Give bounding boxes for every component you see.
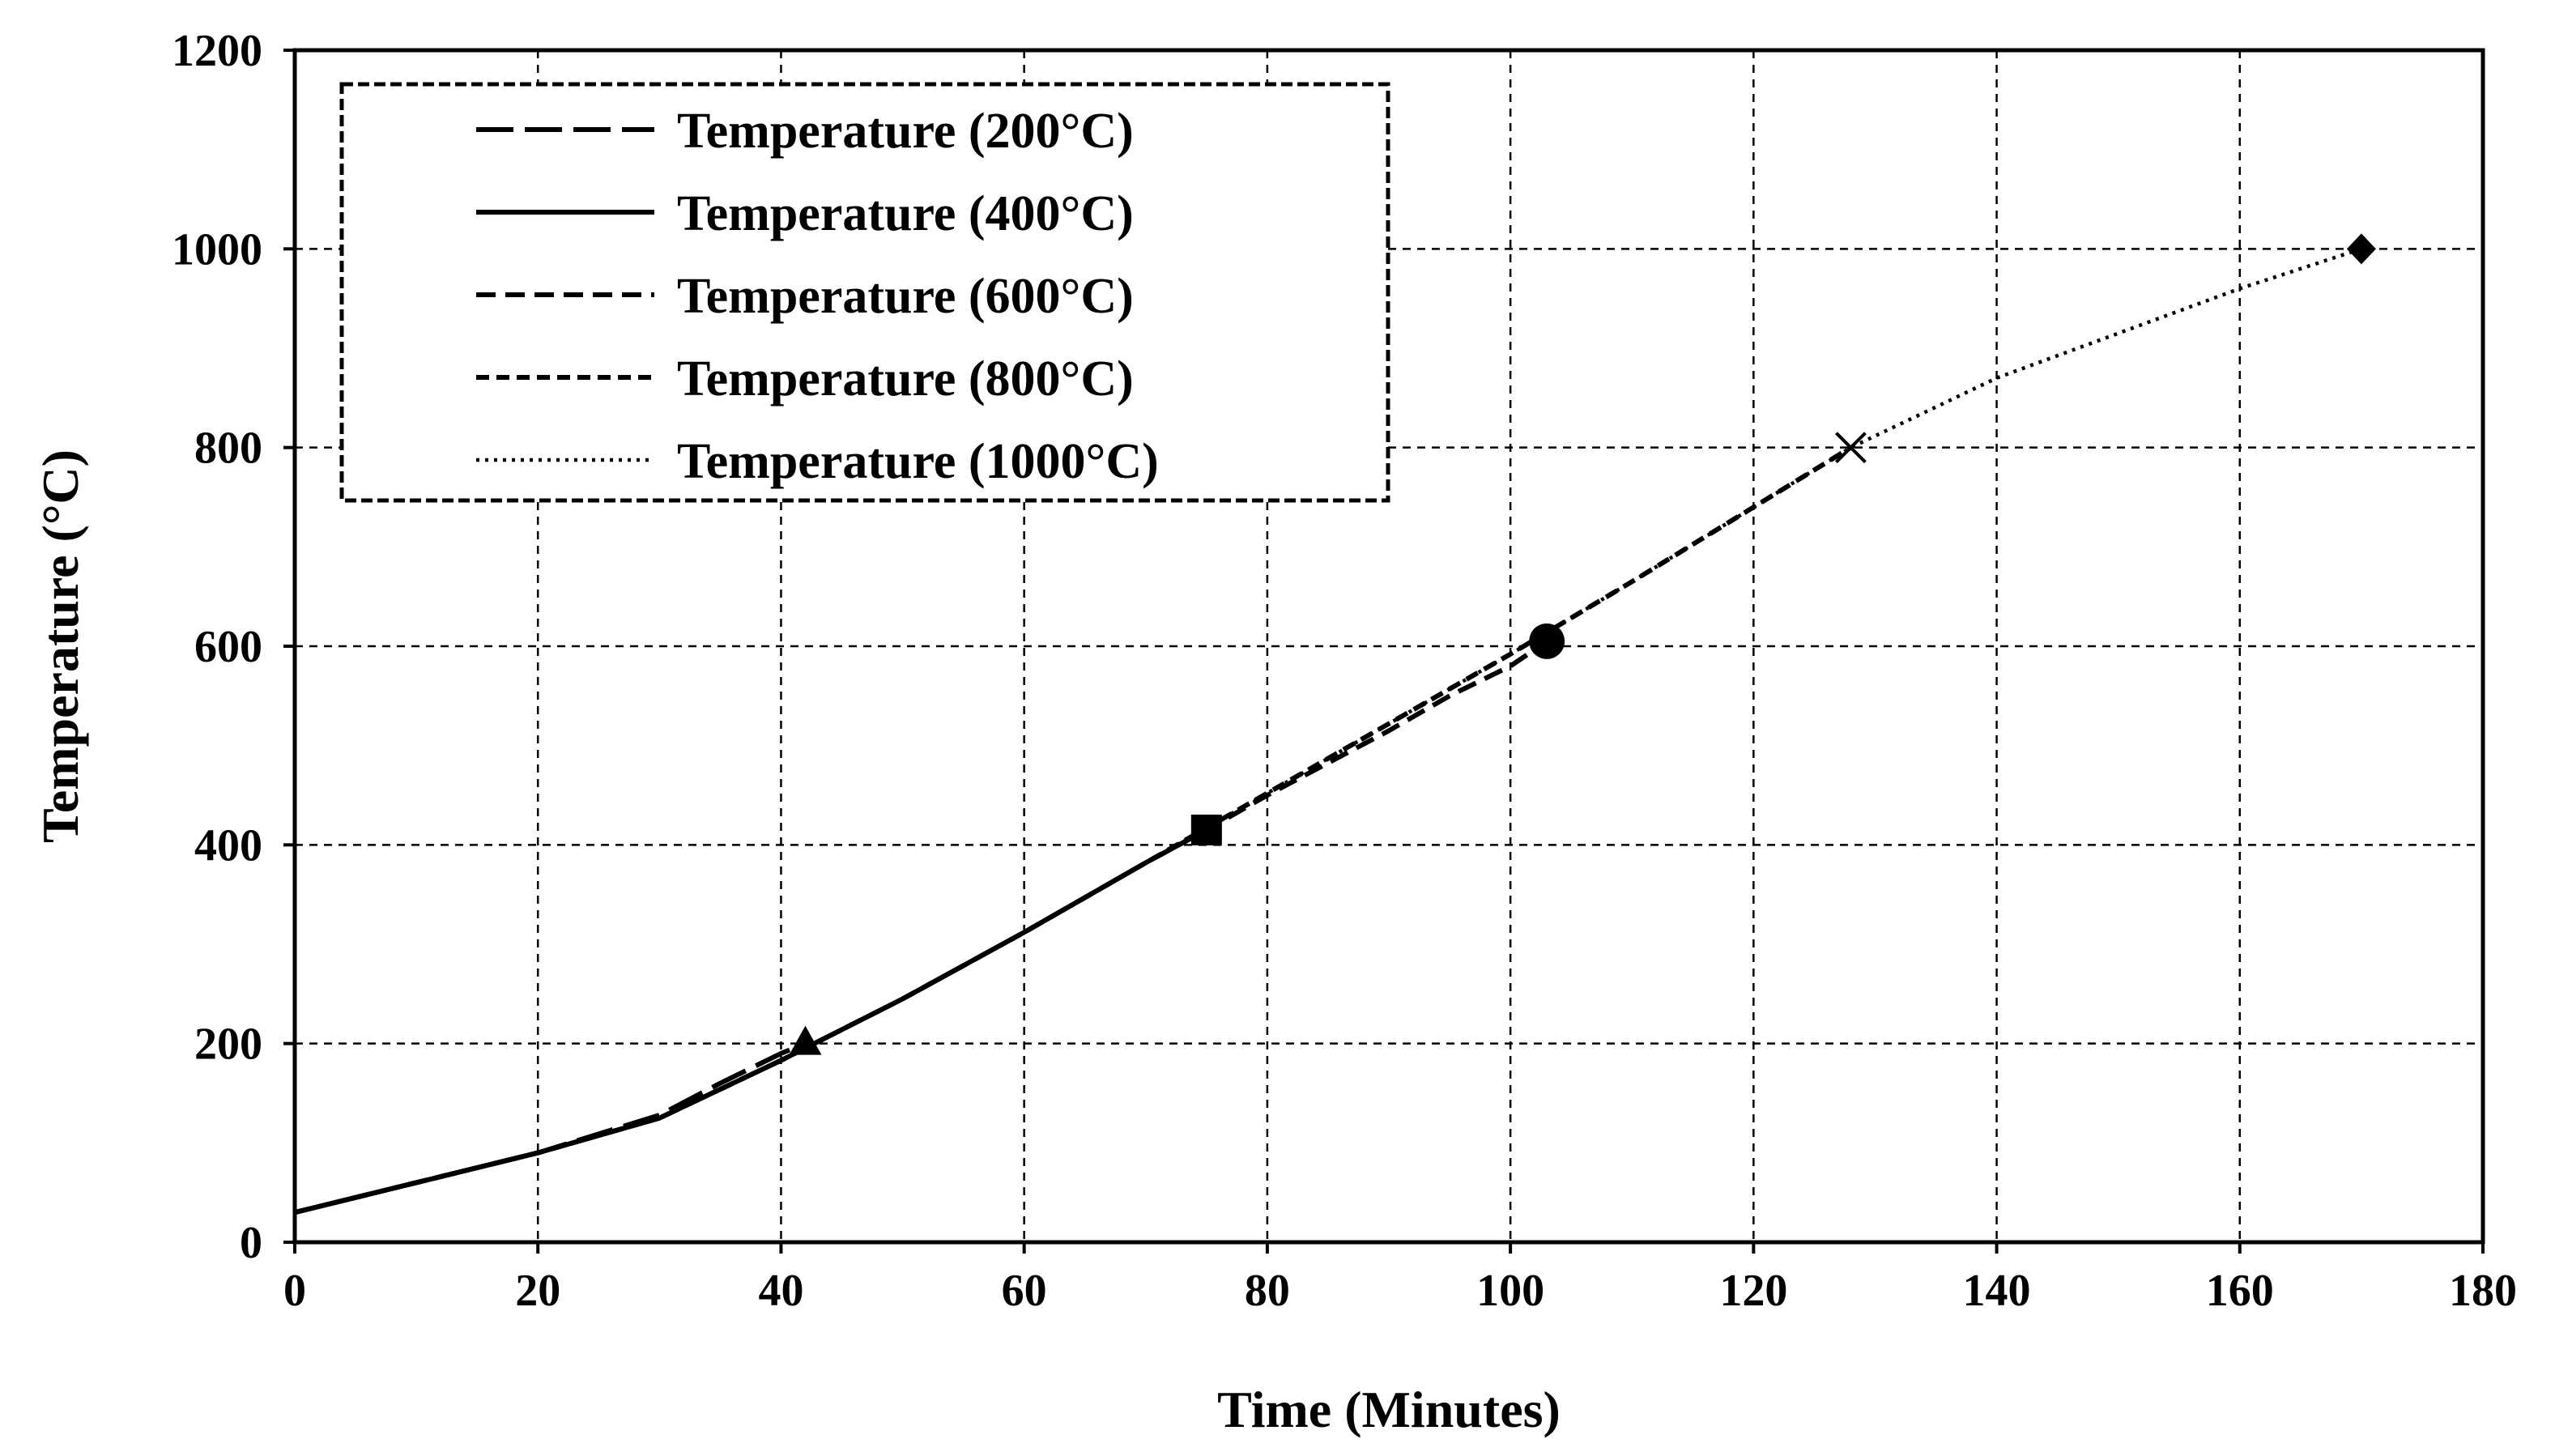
x-tick-label-120: 120 <box>1719 1266 1787 1316</box>
x-tick-label-40: 40 <box>758 1266 803 1316</box>
legend-label-temperature-800-c: Temperature (800°C) <box>677 351 1134 407</box>
y-axis-title: Temperature (°C) <box>32 449 89 843</box>
y-tick-label-800: 800 <box>194 424 262 474</box>
x-tick-label-160: 160 <box>2206 1266 2274 1316</box>
legend: Temperature (200°C) Temperature (400°C) Te… <box>339 82 1390 503</box>
series-marker-temperature-800-c <box>1835 432 1867 464</box>
legend-label-temperature-1000-c: Temperature (1000°C) <box>677 434 1159 489</box>
y-tick-label-1200: 1200 <box>172 26 262 76</box>
x-tick-label-140: 140 <box>1963 1266 2031 1316</box>
x-tick-label-0: 0 <box>283 1266 306 1316</box>
x-tick-label-60: 60 <box>1002 1266 1047 1316</box>
series-marker-temperature-1000-c <box>2346 233 2376 265</box>
series-lines <box>294 247 2362 1215</box>
x-tick-label-100: 100 <box>1476 1266 1544 1316</box>
legend-label-temperature-600-c: Temperature (600°C) <box>677 269 1134 324</box>
y-tick-label-400: 400 <box>194 820 262 871</box>
series-marker-temperature-200-c <box>789 1025 822 1055</box>
series-marker-temperature-400-c <box>1190 814 1222 845</box>
x-tick-label-20: 20 <box>515 1266 560 1316</box>
series-marker-temperature-600-c <box>1529 623 1565 659</box>
series-markers <box>789 233 2376 1055</box>
series-line-temperature-200-c <box>294 1041 807 1215</box>
x-tick-label-80: 80 <box>1245 1266 1290 1316</box>
series-line-temperature-600-c <box>294 639 1548 1215</box>
y-tick-label-0: 0 <box>240 1218 262 1268</box>
legend-label-temperature-400-c: Temperature (400°C) <box>677 186 1134 241</box>
x-tick-label-180: 180 <box>2449 1266 2517 1316</box>
y-tick-label-600: 600 <box>194 622 262 672</box>
legend-label-temperature-200-c: Temperature (200°C) <box>677 104 1134 159</box>
tick-labels: 0 20 40 60 80 100 120 140 160 180 0 200 400 600 800 100… <box>172 26 2517 1316</box>
y-tick-label-200: 200 <box>194 1020 262 1070</box>
x-axis-title: Time (Minutes) <box>1217 1381 1561 1438</box>
y-tick-label-1000: 1000 <box>172 224 262 275</box>
